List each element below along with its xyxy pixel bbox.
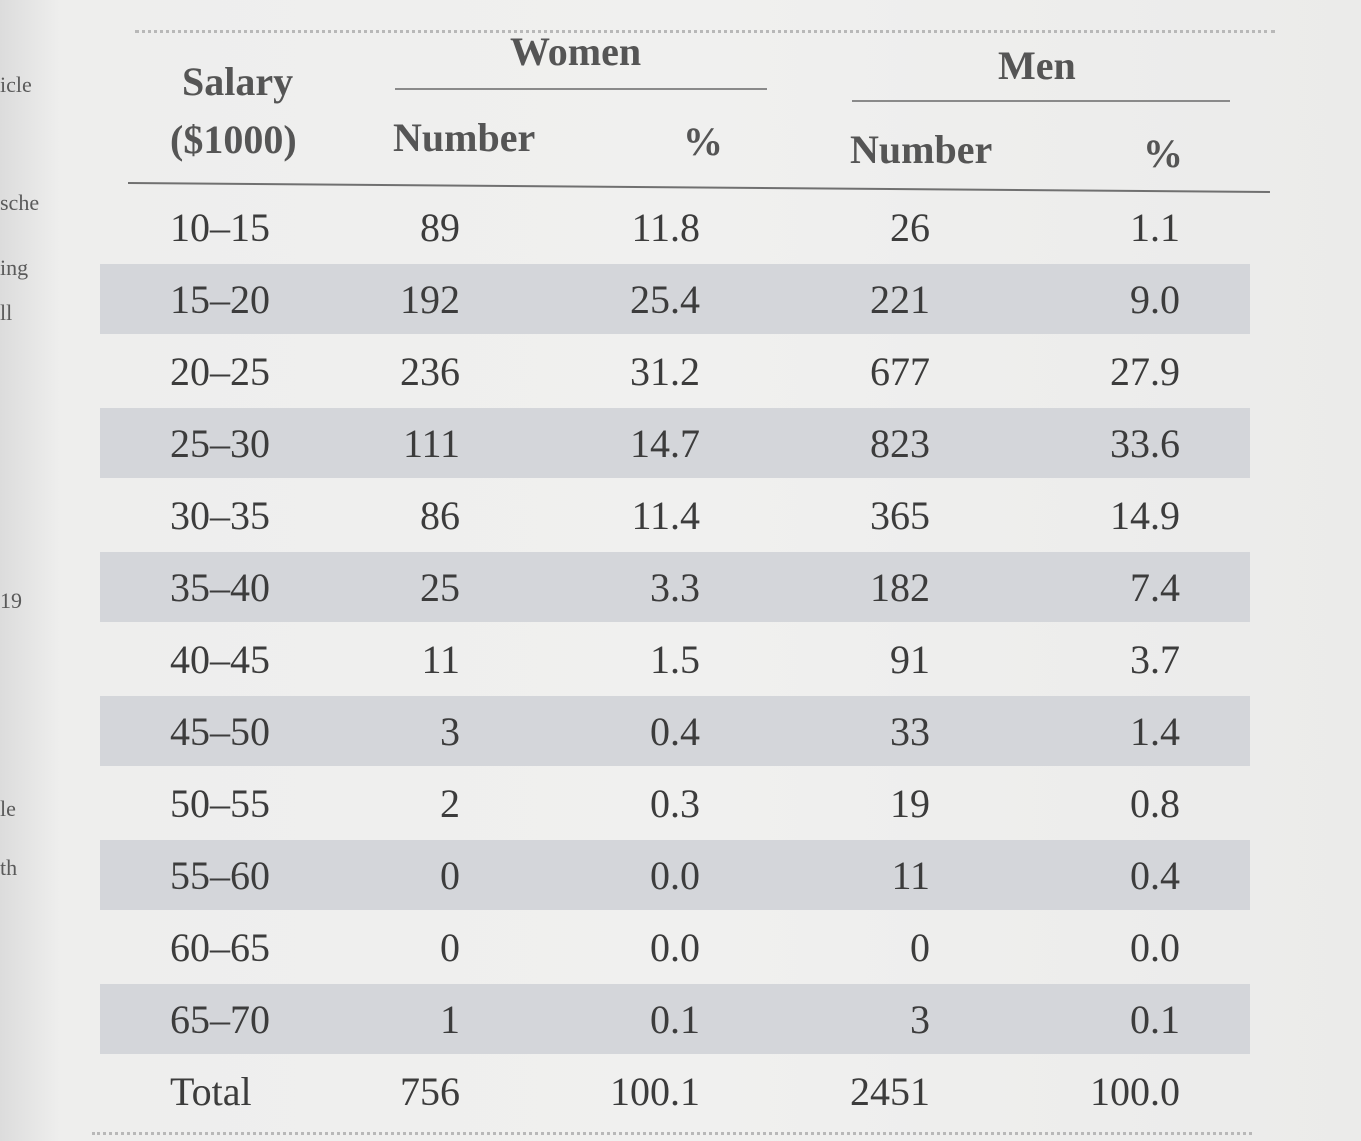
men-group-header: Men [998,43,1076,88]
men-percent-cell: 9.0 [1130,277,1180,322]
men-number-cell: 182 [870,565,930,610]
men-percent-cell: 3.7 [1130,637,1180,682]
salary-units-header: ($1000) [170,117,297,162]
salary-cell: 40–45 [170,637,270,682]
women-percent-cell: 25.4 [630,277,700,322]
men-percent-total: 100.0 [1090,1069,1180,1114]
men-percent-cell: 27.9 [1110,349,1180,394]
women-number-cell: 11 [421,637,460,682]
women-number-cell: 89 [420,205,460,250]
women-percent-cell: 0.4 [650,709,700,754]
salary-cell: 25–30 [170,421,270,466]
women-percent-total: 100.1 [610,1069,700,1114]
men-percent-header: % [1143,131,1183,176]
bottom-dotted-rule [92,1132,1252,1135]
women-number-cell: 236 [400,349,460,394]
table-row: 30–35 86 11.4 365 14.9 [100,480,1250,550]
women-number-cell: 111 [402,421,460,466]
women-percent-cell: 0.0 [650,925,700,970]
margin-text-fragment: 19 [0,588,22,613]
women-group-header: Women [510,29,642,74]
women-percent-cell: 0.0 [650,853,700,898]
women-number-header: Number [393,115,536,160]
men-number-cell: 677 [870,349,930,394]
salary-cell: 10–15 [170,205,270,250]
top-dotted-rule [135,30,1275,33]
men-number-cell: 221 [870,277,930,322]
women-number-cell: 25 [420,565,460,610]
margin-text-fragment: le [0,796,16,821]
salary-cell: 65–70 [170,997,270,1042]
margin-text-fragment: ll [0,300,13,325]
salary-cell: 20–25 [170,349,270,394]
men-number-cell: 33 [890,709,930,754]
women-percent-cell: 1.5 [650,637,700,682]
women-group-rule [395,88,767,90]
salary-cell: 50–55 [170,781,270,826]
men-number-total: 2451 [850,1069,930,1114]
women-number-cell: 0 [440,853,460,898]
men-number-cell: 823 [870,421,930,466]
table-row: 55–60 0 0.0 11 0.4 [100,840,1250,910]
men-percent-cell: 14.9 [1110,493,1180,538]
table-total-row: Total 756 100.1 2451 100.0 [100,1056,1250,1126]
table-row: 20–25 236 31.2 677 27.9 [100,336,1250,406]
table-row: 45–50 3 0.4 33 1.4 [100,696,1250,766]
salary-cell: 60–65 [170,925,270,970]
margin-text-fragment: icle [0,72,32,97]
table-row: 25–30 111 14.7 823 33.6 [100,408,1250,478]
men-number-cell: 26 [890,205,930,250]
women-number-cell: 86 [420,493,460,538]
women-percent-cell: 0.1 [650,997,700,1042]
salary-cell: 45–50 [170,709,270,754]
table-row: 50–55 2 0.3 19 0.8 [100,768,1250,838]
women-number-cell: 2 [440,781,460,826]
table-row: 65–70 1 0.1 3 0.1 [100,984,1250,1054]
men-percent-cell: 7.4 [1130,565,1180,610]
women-number-cell: 3 [440,709,460,754]
men-percent-cell: 0.4 [1130,853,1180,898]
men-number-header: Number [850,127,993,172]
women-number-total: 756 [400,1069,460,1114]
men-number-cell: 365 [870,493,930,538]
men-number-cell: 11 [891,853,930,898]
women-number-cell: 1 [440,997,460,1042]
men-group-rule [852,100,1230,102]
salary-cell: 55–60 [170,853,270,898]
table-row: 40–45 11 1.5 91 3.7 [100,624,1250,694]
margin-text-fragment: sche [0,190,40,215]
women-percent-cell: 3.3 [650,565,700,610]
salary-cell: 15–20 [170,277,270,322]
women-percent-header: % [683,119,723,164]
table-row: 60–65 0 0.0 0 0.0 [100,912,1250,982]
margin-text-fragment: th [0,855,18,880]
men-percent-cell: 1.1 [1130,205,1180,250]
salary-cell: 35–40 [170,565,270,610]
total-label: Total [170,1069,252,1114]
men-number-cell: 19 [890,781,930,826]
women-percent-cell: 31.2 [630,349,700,394]
women-percent-cell: 11.4 [631,493,700,538]
table-row: 35–40 25 3.3 182 7.4 [100,552,1250,622]
salary-cell: 30–35 [170,493,270,538]
women-percent-cell: 11.8 [631,205,700,250]
margin-text-fragment: ing [0,255,29,280]
men-percent-cell: 33.6 [1110,421,1180,466]
men-percent-cell: 1.4 [1130,709,1180,754]
women-percent-cell: 0.3 [650,781,700,826]
men-number-cell: 91 [890,637,930,682]
women-number-cell: 0 [440,925,460,970]
men-percent-cell: 0.8 [1130,781,1180,826]
women-number-cell: 192 [400,277,460,322]
men-percent-cell: 0.1 [1130,997,1180,1042]
table-row: 15–20 192 25.4 221 9.0 [100,264,1250,334]
men-number-cell: 0 [910,925,930,970]
salary-header: Salary [182,59,294,104]
table-row: 10–15 89 11.8 26 1.1 [100,192,1250,262]
women-percent-cell: 14.7 [630,421,700,466]
men-percent-cell: 0.0 [1130,925,1180,970]
men-number-cell: 3 [910,997,930,1042]
